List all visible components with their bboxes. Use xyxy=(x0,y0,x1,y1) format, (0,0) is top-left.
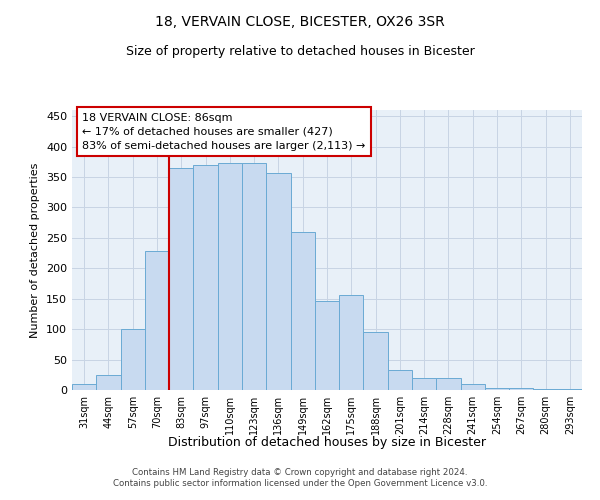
Bar xyxy=(242,163,266,390)
Text: Distribution of detached houses by size in Bicester: Distribution of detached houses by size … xyxy=(168,436,486,449)
Text: 18, VERVAIN CLOSE, BICESTER, OX26 3SR: 18, VERVAIN CLOSE, BICESTER, OX26 3SR xyxy=(155,15,445,29)
Bar xyxy=(315,300,339,390)
Bar xyxy=(218,163,242,390)
Bar xyxy=(436,378,461,390)
Bar xyxy=(339,295,364,390)
Bar xyxy=(121,329,145,390)
Bar xyxy=(72,384,96,390)
Bar xyxy=(266,172,290,390)
Bar xyxy=(461,384,485,390)
Bar xyxy=(485,388,509,390)
Bar xyxy=(412,378,436,390)
Bar xyxy=(388,370,412,390)
Bar xyxy=(558,389,582,390)
Text: Contains HM Land Registry data © Crown copyright and database right 2024.
Contai: Contains HM Land Registry data © Crown c… xyxy=(113,468,487,487)
Text: 18 VERVAIN CLOSE: 86sqm
← 17% of detached houses are smaller (427)
83% of semi-d: 18 VERVAIN CLOSE: 86sqm ← 17% of detache… xyxy=(82,113,365,151)
Text: Size of property relative to detached houses in Bicester: Size of property relative to detached ho… xyxy=(125,45,475,58)
Bar xyxy=(145,251,169,390)
Bar xyxy=(509,388,533,390)
Bar xyxy=(193,165,218,390)
Bar xyxy=(96,375,121,390)
Bar xyxy=(290,232,315,390)
Bar xyxy=(364,332,388,390)
Y-axis label: Number of detached properties: Number of detached properties xyxy=(31,162,40,338)
Bar xyxy=(169,168,193,390)
Bar xyxy=(533,389,558,390)
